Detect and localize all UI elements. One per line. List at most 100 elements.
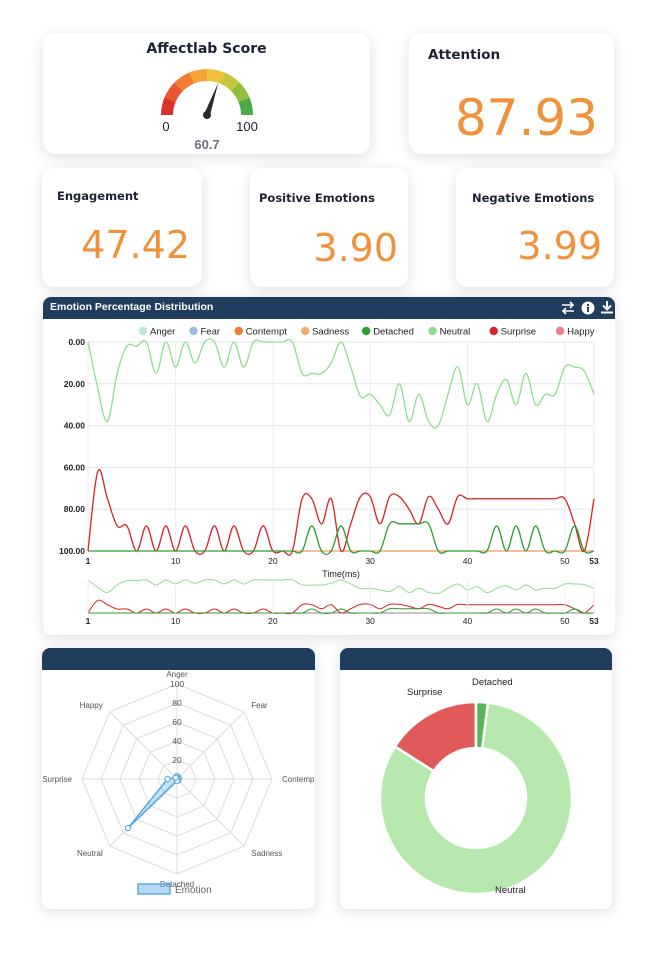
legend-item-happy[interactable]: Happy xyxy=(555,326,595,338)
x-tick-label: 50 xyxy=(560,556,570,566)
y-tick-label: 100.00 xyxy=(59,546,85,556)
series-line-surprise[interactable] xyxy=(87,468,595,556)
radar-axis-label: Neutral xyxy=(77,849,103,858)
legend-label: Anger xyxy=(150,327,175,338)
engagement-title: Engagement xyxy=(57,189,139,203)
emotion-radar-chart: Anger Fear Contempt Sadness Detached Neutral S… xyxy=(42,670,315,896)
x-axis-title: Time(ms) xyxy=(322,569,360,579)
legend-item-sadness[interactable]: Sadness xyxy=(300,327,349,338)
radar-axis-label: Surprise xyxy=(42,775,72,784)
radar-legend-label: Emotion xyxy=(175,885,212,896)
info-icon[interactable] xyxy=(581,301,595,315)
navigator-series-surprise xyxy=(87,599,595,615)
legend-item-neutral[interactable]: Neutral xyxy=(428,327,470,338)
navigator-tick-label: 53 xyxy=(589,616,599,626)
x-tick-label: 53 xyxy=(589,556,599,566)
legend-label: Detached xyxy=(373,327,414,338)
legend-label: Fear xyxy=(201,327,221,338)
download-icon[interactable] xyxy=(600,300,614,314)
radar-point[interactable] xyxy=(172,774,179,781)
gauge-segment xyxy=(230,82,250,103)
affectlab-gauge: 0 100 60.7 xyxy=(161,69,258,152)
series-line-neutral[interactable] xyxy=(87,338,595,429)
y-tick-label: 0.00 xyxy=(68,337,85,347)
gauge-min-label: 0 xyxy=(162,119,169,134)
radar-series-emotion[interactable] xyxy=(127,775,180,829)
radar-axis-label: Anger xyxy=(166,670,188,679)
y-tick-label: 20.00 xyxy=(64,379,86,389)
navigator-series-neutral xyxy=(87,579,595,595)
radar-chart-card: Anger Fear Contempt Sadness Detached Neutral S… xyxy=(42,648,315,909)
legend-swatch xyxy=(428,326,437,336)
radar-ring-label: 40 xyxy=(172,736,182,746)
donut-chart-card: Surprise Detached Neutral xyxy=(340,648,612,909)
positive-emotions-card: Positive Emotions 3.90 xyxy=(250,168,408,287)
radar-ring-label: 20 xyxy=(172,755,182,765)
engagement-card: Engagement 47.42 xyxy=(42,168,202,287)
x-tick-label: 1 xyxy=(86,556,91,566)
gauge-segment xyxy=(174,72,195,92)
x-tick-label: 40 xyxy=(463,556,473,566)
legend-swatch xyxy=(555,326,565,336)
radar-axis-label: Happy xyxy=(80,701,103,710)
legend-label: Surprise xyxy=(501,327,536,338)
gauge-needle xyxy=(204,82,219,116)
y-tick-label: 40.00 xyxy=(64,421,86,431)
legend-label: Sadness xyxy=(312,327,349,338)
donut-chart-header xyxy=(340,648,612,670)
legend-item-anger[interactable]: Anger xyxy=(138,326,176,338)
x-tick-label: 30 xyxy=(365,556,375,566)
legend-swatch xyxy=(362,326,371,336)
radar-spoke xyxy=(109,711,178,780)
gauge-max-label: 100 xyxy=(236,119,258,134)
gauge-segment xyxy=(206,69,225,84)
negative-emotions-title: Negative Emotions xyxy=(472,191,595,205)
radar-point[interactable] xyxy=(124,824,132,832)
gauge-segment xyxy=(238,97,253,116)
navigator-tick-label: 40 xyxy=(463,616,473,626)
radar-chart-header xyxy=(42,648,315,670)
donut-label-neutral: Neutral xyxy=(495,885,526,896)
donut-label-detached: Detached xyxy=(472,677,513,688)
negative-emotions-card: Negative Emotions 3.99 xyxy=(456,168,614,287)
radar-axis-label: Sadness xyxy=(251,849,282,858)
attention-card: Attention 87.93 xyxy=(409,33,614,154)
navigator-tick-label: 50 xyxy=(560,616,570,626)
donut-label-surprise: Surprise xyxy=(407,687,442,698)
legend-label: Neutral xyxy=(440,327,471,338)
gauge-segment xyxy=(161,97,176,116)
emotion-distribution-title: Emotion Percentage Distribution xyxy=(50,301,214,313)
engagement-value: 47.42 xyxy=(81,223,190,267)
legend-label: Contempt xyxy=(246,327,288,338)
legend-label: Happy xyxy=(567,327,595,338)
y-tick-label: 60.00 xyxy=(64,462,86,472)
emotion-distribution-header: Emotion Percentage Distribution xyxy=(43,297,615,319)
swap-icon[interactable] xyxy=(561,301,575,315)
navigator-tick-label: 30 xyxy=(365,616,375,626)
donut-slice-neutral[interactable] xyxy=(378,701,574,896)
navigator-tick-label: 20 xyxy=(268,616,278,626)
x-tick-label: 10 xyxy=(171,556,181,566)
legend-swatch xyxy=(489,326,498,336)
legend-swatch xyxy=(138,326,148,336)
affectlab-score-title: Affectlab Score xyxy=(146,41,267,57)
radar-axis-label: Detached xyxy=(160,880,194,889)
series-line-detached[interactable] xyxy=(87,521,595,556)
radar-point[interactable] xyxy=(164,775,171,783)
radar-ring-label: 80 xyxy=(172,698,182,708)
legend-item-contempt[interactable]: Contempt xyxy=(234,327,288,338)
legend-swatch xyxy=(189,326,198,336)
emotion-distribution-card: Emotion Percentage Distribution Anger Fea… xyxy=(43,297,615,635)
positive-emotions-value: 3.90 xyxy=(313,226,398,270)
radar-spoke xyxy=(176,778,245,847)
legend-item-surprise[interactable]: Surprise xyxy=(489,326,537,338)
negative-emotions-value: 3.99 xyxy=(517,224,602,268)
y-tick-label: 80.00 xyxy=(64,504,86,514)
positive-emotions-title: Positive Emotions xyxy=(259,191,375,205)
legend-item-detached[interactable]: Detached xyxy=(362,327,414,338)
radar-legend-swatch xyxy=(137,883,171,895)
legend-item-fear[interactable]: Fear xyxy=(189,327,220,338)
radar-ring-label: 100 xyxy=(170,679,184,689)
radar-axis-label: Contempt xyxy=(282,775,315,784)
radar-legend[interactable]: Emotion xyxy=(137,883,212,896)
